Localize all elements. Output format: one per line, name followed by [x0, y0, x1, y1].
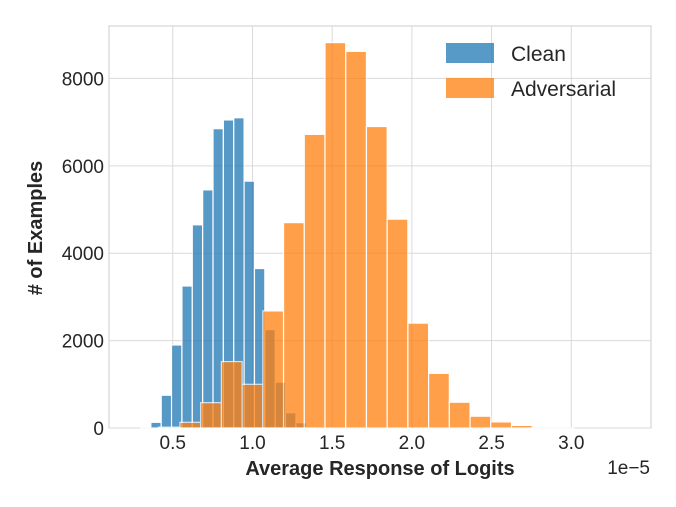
legend-label-adversarial: Adversarial — [511, 78, 616, 101]
adversarial-bar — [531, 426, 554, 429]
x-tick-labels: 0.5 1.0 1.5 2.0 2.5 3.0 — [160, 433, 585, 454]
adversarial-bar — [469, 415, 492, 429]
x-tick-label: 1.0 — [239, 433, 265, 454]
adversarial-bar — [282, 222, 305, 429]
adversarial-bar — [179, 421, 202, 429]
adversarial-bar — [200, 402, 222, 429]
adversarial-bar — [490, 421, 513, 429]
clean-bar — [170, 344, 183, 429]
clean-bar — [191, 224, 204, 429]
clean-bar — [181, 285, 193, 429]
adversarial-bar — [262, 310, 285, 429]
y-tick-label: 0 — [93, 419, 104, 440]
x-tick-label: 3.0 — [558, 433, 584, 454]
adversarial-bar — [303, 133, 326, 429]
x-tick-label: 2.5 — [478, 433, 504, 454]
x-axis-title: Average Response of Logits — [245, 458, 514, 480]
clean-bar — [160, 394, 173, 429]
x-tick-label: 1.5 — [319, 433, 345, 454]
y-tick-labels: 0 2000 4000 6000 8000 — [62, 69, 104, 440]
adversarial-bar — [345, 50, 368, 429]
x-tick-label: 2.0 — [399, 433, 425, 454]
adversarial-bar — [157, 426, 180, 429]
y-tick-label: 8000 — [62, 69, 104, 90]
clean-bar — [202, 189, 214, 429]
adversarial-bar — [428, 372, 450, 429]
x-offset-label: 1e−5 — [607, 458, 650, 479]
adversarial-bar — [510, 424, 533, 429]
legend-swatch-adversarial — [446, 78, 494, 98]
adversarial-bar — [324, 42, 347, 429]
legend-label-clean: Clean — [511, 43, 566, 66]
y-axis-title: # of Examples — [25, 161, 47, 296]
adversarial-bar — [241, 383, 264, 429]
adversarial-bar — [448, 401, 471, 429]
legend-swatch-clean — [446, 43, 494, 63]
y-tick-label: 6000 — [62, 157, 104, 178]
adversarial-series — [157, 42, 575, 429]
y-tick-label: 2000 — [62, 332, 104, 353]
clean-bar — [139, 426, 152, 429]
y-tick-label: 4000 — [62, 244, 104, 265]
adversarial-bar — [407, 322, 430, 429]
adversarial-bar — [365, 125, 388, 429]
x-tick-label: 0.5 — [160, 433, 186, 454]
adversarial-bar — [220, 360, 243, 429]
legend: Clean Adversarial — [446, 43, 616, 101]
adversarial-bar — [386, 218, 409, 429]
